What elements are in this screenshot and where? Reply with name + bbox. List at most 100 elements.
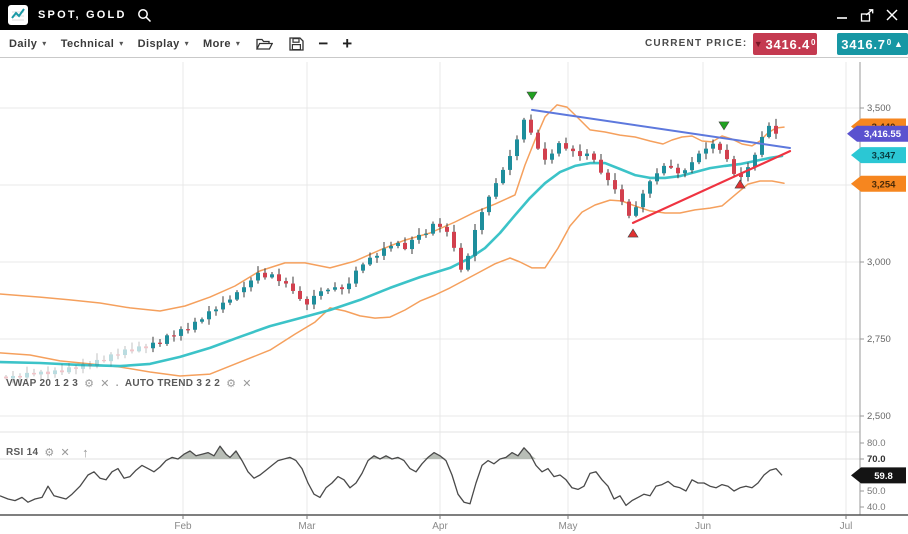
candle (102, 355, 106, 362)
current-price-tag-value: 3,416.55 (864, 129, 902, 140)
trading-app-window: { "window": { "title": "SPOT, GOLD" }, "… (0, 0, 908, 534)
price-axis-label: 2,750 (867, 334, 891, 345)
gear-icon[interactable]: ⚙ (44, 446, 54, 459)
bid-price-badge[interactable]: ▼ 3416.40 (753, 33, 817, 55)
vwap-indicator-row: VWAP 20 1 2 3 ⚙ ✕ . AUTO TREND 3 2 2 ⚙ ✕ (6, 377, 252, 390)
candle (32, 369, 36, 377)
candle (256, 266, 260, 284)
candle (172, 330, 176, 341)
chevron-down-icon: ▾ (236, 39, 240, 48)
rsi-axis-label: 40.0 (867, 502, 886, 513)
candle (123, 346, 127, 358)
candle (354, 267, 358, 287)
rsi-line (0, 446, 782, 505)
move-panel-up-icon[interactable]: ↑ (82, 445, 89, 460)
candle (599, 154, 603, 174)
chevron-down-icon: ▾ (42, 39, 46, 48)
candle (585, 149, 589, 160)
current-price-label: CURRENT PRICE: (645, 30, 747, 58)
restore-button[interactable] (859, 7, 875, 23)
candle (718, 142, 722, 154)
candle (613, 173, 617, 194)
sell-signal-marker (527, 92, 537, 100)
candle (88, 361, 92, 369)
chart-area[interactable]: FebMarAprMayJunJul3,5003,0002,7502,50080… (0, 58, 908, 534)
zoom-out-button[interactable]: − (318, 31, 328, 57)
candle (627, 199, 631, 218)
candle (81, 359, 85, 374)
candle (767, 122, 771, 138)
candle (508, 150, 512, 175)
price-axis-label: 2,500 (867, 411, 891, 422)
gear-icon[interactable]: ⚙ (226, 377, 236, 390)
candle (459, 243, 463, 272)
candle (284, 278, 288, 288)
toolbar: Daily ▾ Technical ▾ Display ▾ More ▾ − +… (0, 30, 908, 58)
candle (74, 365, 78, 374)
chevron-down-icon: ▾ (185, 39, 189, 48)
close-icon[interactable]: ✕ (100, 377, 110, 390)
zoom-in-button[interactable]: + (342, 31, 352, 57)
menu-display[interactable]: Display ▾ (138, 38, 189, 50)
candle (109, 352, 113, 366)
x-axis-label: Mar (298, 521, 316, 532)
candle (634, 201, 638, 217)
vwap-line (0, 156, 782, 366)
rsi-overbought-fill (0, 446, 782, 459)
price-chart-canvas[interactable]: FebMarAprMayJunJul3,5003,0002,7502,50080… (0, 58, 908, 534)
candle (592, 151, 596, 162)
candle (116, 349, 120, 360)
minimize-button[interactable] (834, 7, 850, 23)
candle (564, 138, 568, 151)
candle (417, 228, 421, 244)
close-button[interactable] (884, 7, 900, 23)
x-axis-label: Jun (695, 521, 711, 532)
candle (662, 163, 666, 175)
candle (571, 145, 575, 156)
x-axis-label: Jul (840, 521, 853, 532)
vwap-label: VWAP 20 1 2 3 (6, 378, 78, 389)
auto-trend-label: AUTO TREND 3 2 2 (125, 378, 220, 389)
gear-icon[interactable]: ⚙ (84, 377, 94, 390)
candle (515, 135, 519, 160)
menu-more[interactable]: More ▾ (203, 38, 240, 50)
save-icon[interactable] (289, 37, 304, 51)
candle (466, 253, 470, 271)
candle (277, 269, 281, 286)
candle (193, 318, 197, 333)
candle (242, 282, 246, 298)
menu-technical-label: Technical (61, 38, 115, 50)
menu-timeframe[interactable]: Daily ▾ (9, 38, 47, 50)
menu-display-label: Display (138, 38, 180, 50)
tick-up-icon: ▲ (894, 40, 904, 49)
close-icon[interactable]: ✕ (61, 446, 71, 459)
menu-technical[interactable]: Technical ▾ (61, 38, 124, 50)
candle (235, 290, 239, 301)
rsi-value-tag-value: 59.8 (874, 471, 893, 482)
open-folder-icon[interactable] (256, 37, 273, 51)
menu-more-label: More (203, 38, 231, 50)
resistance-trendline[interactable] (532, 110, 790, 148)
candle (522, 118, 526, 143)
candle (312, 290, 316, 309)
candle (144, 344, 148, 353)
candle (473, 224, 477, 261)
candle (228, 295, 232, 305)
sell-signal-marker (719, 122, 729, 130)
candle (200, 318, 204, 324)
candle (452, 225, 456, 252)
rsi-axis-label: 80.0 (867, 438, 886, 449)
rsi-axis-label: 70.0 (867, 454, 886, 465)
close-icon[interactable]: ✕ (242, 377, 252, 390)
indicator-separator: . (116, 378, 119, 389)
price-axis-label: 3,000 (867, 257, 891, 268)
support-trendline[interactable] (633, 151, 790, 223)
ask-price-badge[interactable]: 3416.70 ▲ (837, 33, 908, 55)
search-icon[interactable] (137, 8, 152, 23)
candle (207, 306, 211, 325)
candle (340, 284, 344, 294)
rsi-label: RSI 14 (6, 447, 38, 458)
candle (347, 277, 351, 293)
candle (550, 149, 554, 163)
candle (165, 334, 169, 346)
